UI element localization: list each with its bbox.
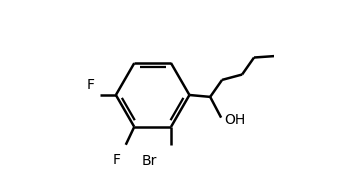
Text: Br: Br xyxy=(141,154,157,168)
Text: F: F xyxy=(87,78,95,92)
Text: F: F xyxy=(113,154,121,167)
Text: OH: OH xyxy=(224,112,246,127)
